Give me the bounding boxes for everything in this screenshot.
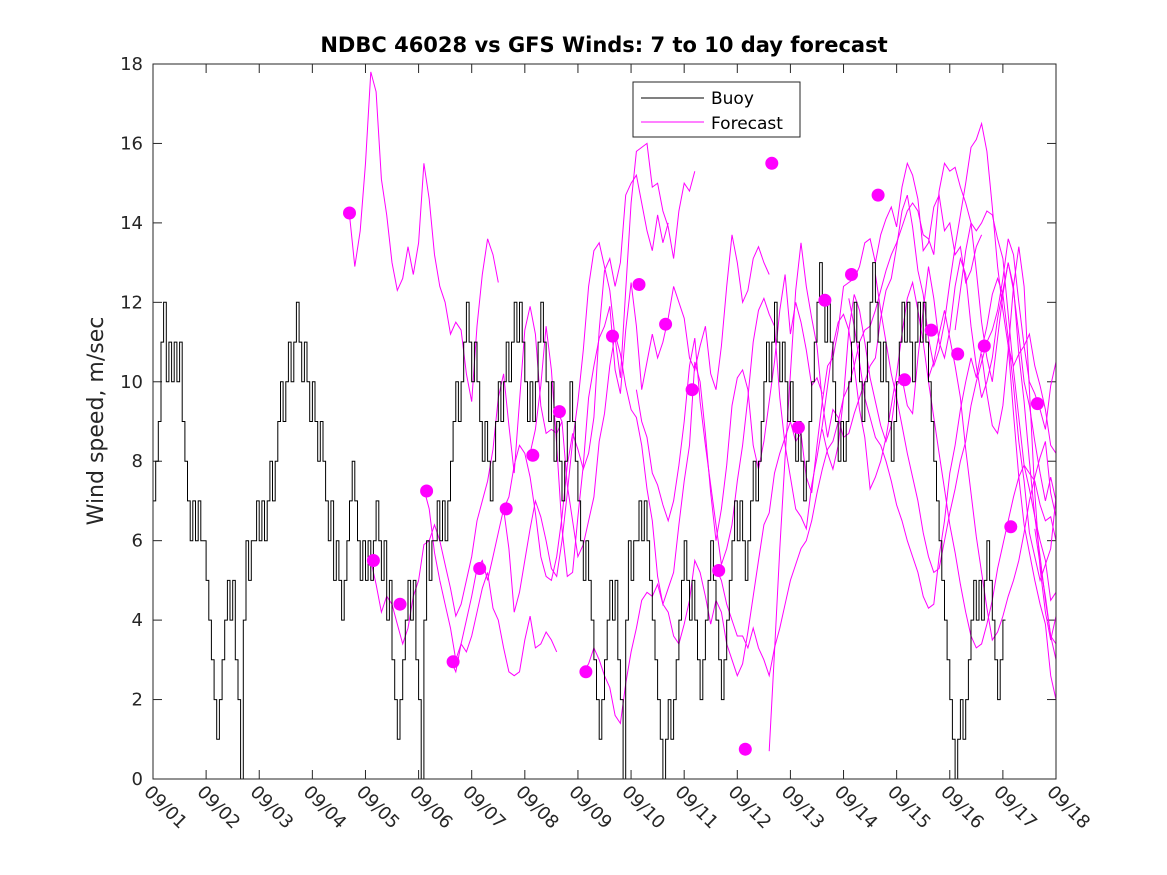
y-tick-label: 12 (120, 292, 143, 313)
forecast-line-10 (715, 162, 1056, 678)
forecast-start-marker (632, 278, 646, 291)
forecast-line-15 (928, 310, 1056, 642)
forecast-start-marker (898, 373, 912, 387)
y-tick-label: 18 (120, 54, 143, 75)
forecast-line-7 (556, 274, 823, 607)
legend: Buoy Forecast (632, 81, 801, 138)
forecast-start-marker (499, 502, 513, 516)
forecast-start-marker (473, 562, 487, 575)
forecast-start-marker (659, 317, 673, 331)
forecast-line-3 (423, 488, 558, 677)
forecast-line-2 (370, 306, 563, 646)
forecast-line-17 (981, 246, 1056, 641)
series-layer (153, 71, 1056, 779)
forecast-markers (343, 156, 1044, 756)
forecast-start-marker (366, 554, 380, 567)
forecast-start-marker (977, 339, 991, 353)
forecast-start-marker (924, 323, 938, 337)
forecast-start-marker (871, 188, 885, 202)
y-tick-label: 8 (132, 451, 143, 472)
forecast-start-marker (818, 293, 832, 307)
forecast-start-marker (738, 742, 752, 756)
forecast-start-marker (393, 597, 407, 611)
y-axis-label: Wind speed, m/sec (84, 317, 109, 526)
forecast-start-marker (951, 347, 965, 361)
forecast-start-marker (420, 484, 434, 498)
forecast-start-marker (446, 655, 460, 669)
y-tick-labels: 0 2 4 6 8 10 12 14 16 18 (120, 54, 143, 790)
forecast-line-1 (349, 71, 499, 402)
buoy-line (153, 262, 1006, 779)
forecast-line-8 (582, 161, 983, 725)
forecast-line-4 (450, 173, 669, 674)
forecast-start-marker (552, 405, 566, 419)
forecast-line-19 (1034, 528, 1056, 660)
y-tick-label: 6 (132, 531, 143, 552)
forecast-start-marker (685, 383, 699, 397)
plot-frame (152, 63, 1057, 780)
y-tick-label: 2 (132, 690, 143, 711)
forecast-start-marker (765, 156, 779, 170)
legend-box (632, 81, 801, 138)
forecast-start-marker (1030, 397, 1044, 411)
legend-buoy-label: Buoy (711, 89, 754, 109)
forecast-start-marker (526, 448, 540, 462)
y-tick-label: 14 (120, 213, 143, 234)
y-tick-label: 16 (120, 133, 143, 154)
forecast-line-12 (821, 256, 1056, 502)
chart-title: NDBC 46028 vs GFS Winds: 7 to 10 day for… (320, 33, 887, 57)
legend-forecast-label: Forecast (711, 114, 783, 134)
forecast-start-marker (791, 421, 805, 434)
forecast-line-6 (529, 234, 770, 578)
forecast-start-marker (1004, 520, 1018, 534)
forecast-line-14 (874, 238, 1056, 574)
forecast-line-9 (635, 280, 1056, 649)
y-tick-label: 0 (132, 769, 143, 790)
forecast-start-marker (606, 329, 619, 343)
forecast-start-marker (845, 268, 858, 281)
forecast-line-18 (1007, 345, 1056, 700)
forecast-start-marker (343, 206, 356, 220)
forecast-start-marker (712, 564, 726, 577)
forecast-line-13 (848, 276, 1056, 609)
y-tick-label: 4 (132, 610, 143, 631)
forecast-line-5 (503, 142, 696, 613)
forecast-start-marker (579, 665, 593, 679)
y-tick-label: 10 (120, 372, 143, 393)
